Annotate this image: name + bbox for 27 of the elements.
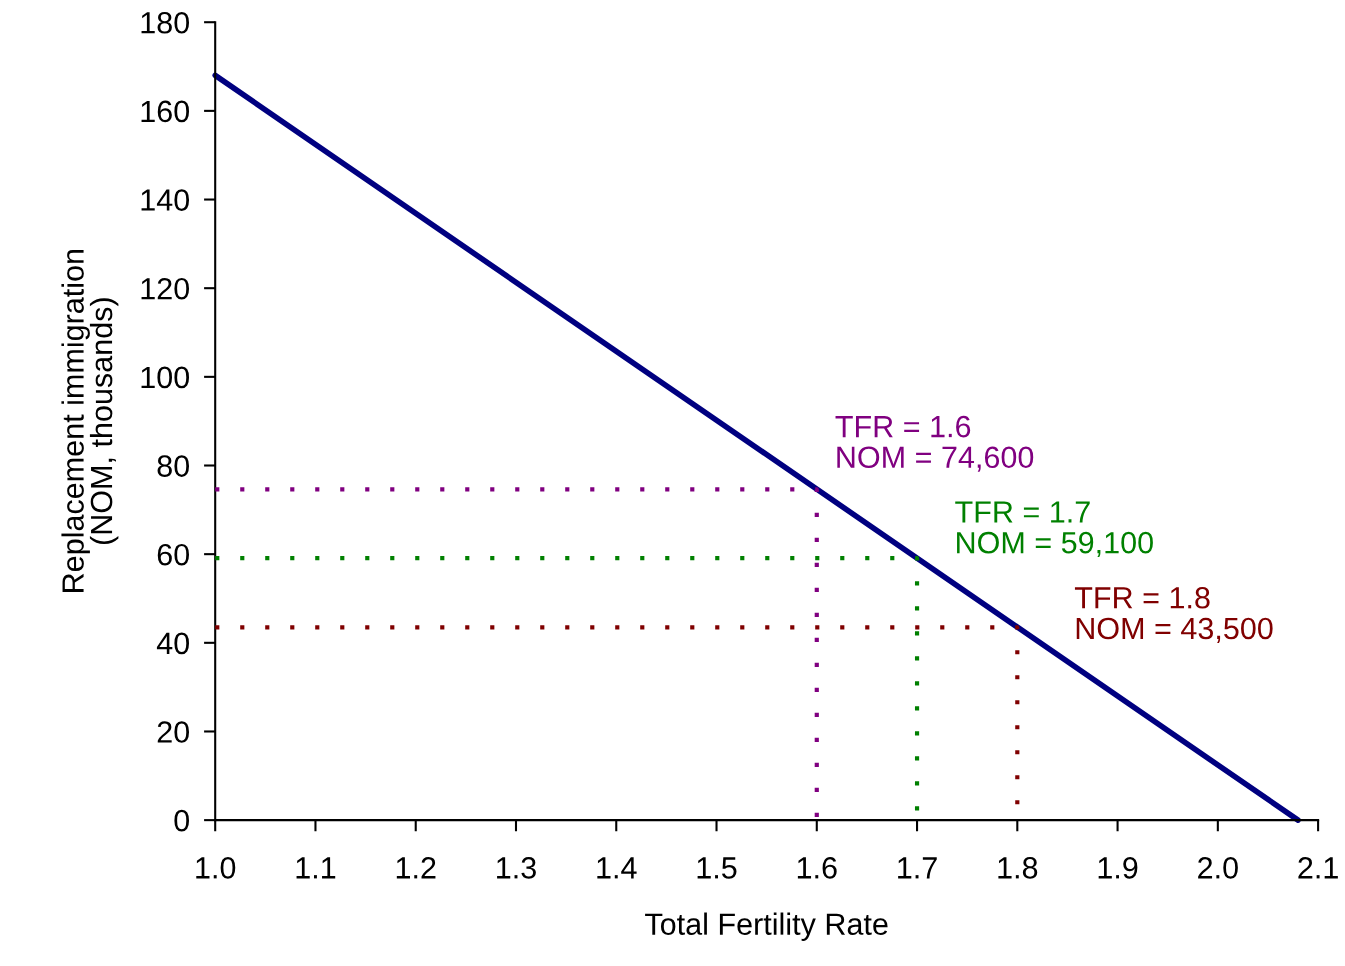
y-tick-label: 80 [157,455,190,477]
y-tick-label: 100 [141,366,190,389]
y-tick-label: 20 [157,721,190,743]
annotation: TFR = 1.7 NOM = 59,100 [955,501,1153,558]
x-tick-label: 2.0 [1198,857,1238,879]
x-tick-label: 1.6 [797,857,837,879]
y-tick-label: 160 [141,100,190,123]
x-tick-label: 1.3 [497,857,536,879]
x-tick-label: 1.0 [196,857,236,879]
x-tick-label: 1.7 [898,857,937,879]
x-tick-label: 1.2 [396,857,436,879]
x-tick-label: 1.9 [1098,857,1138,879]
y-tick-label: 60 [157,543,190,566]
annotation: TFR = 1.6 NOM = 74,600 [835,415,1034,472]
annotation: TFR = 1.8 NOM = 43,500 [1074,586,1273,643]
y-axis-title: Replacement immigration (NOM, thousands) [61,249,119,592]
x-tick-label: 1.5 [697,857,737,879]
x-tick-label: 1.4 [597,857,637,879]
y-tick-label: 180 [141,11,190,34]
x-tick-label: 1.8 [998,857,1038,879]
y-tick-label: 40 [156,632,190,655]
y-tick-label: 120 [141,277,190,300]
y-tick-label: 0 [174,809,190,832]
y-tick-label: 140 [141,189,190,211]
x-tick-label: 1.1 [296,857,336,879]
x-axis-title: Total Fertility Rate [645,912,888,941]
x-tick-label: 2.1 [1298,857,1338,879]
